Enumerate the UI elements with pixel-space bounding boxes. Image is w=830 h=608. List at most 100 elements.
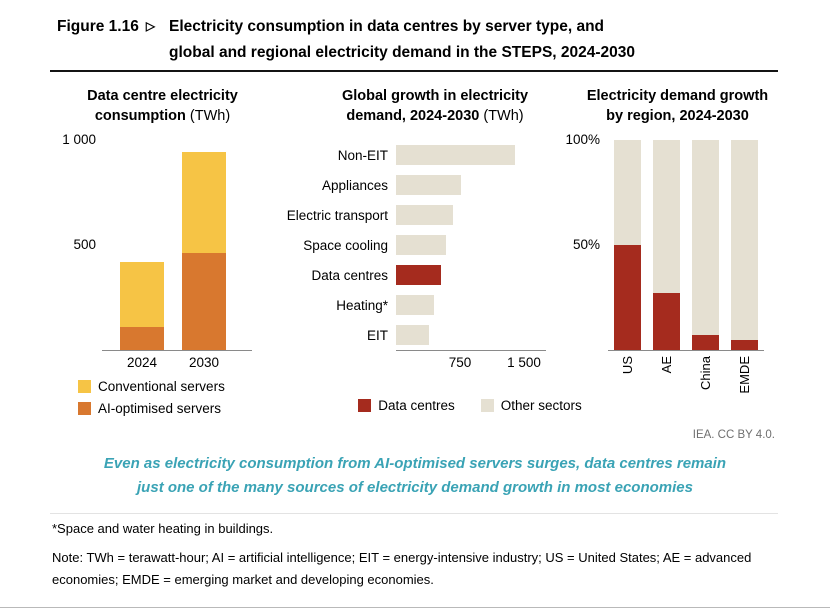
column-segment-data-centres <box>653 293 680 350</box>
panel-title-line: demand, 2024-2030 (TWh) <box>346 108 524 124</box>
header-rule <box>50 70 778 72</box>
stacked-column-US <box>614 140 641 350</box>
hbar-row: Data centres <box>270 260 546 290</box>
stacked-column-China <box>692 140 719 350</box>
chart3-x-axis: US AE China EMDE <box>608 356 764 410</box>
figure-arrow-icon: ▷ <box>145 19 156 33</box>
stacked-column-EMDE <box>731 140 758 350</box>
column-segment-other-sectors <box>692 140 719 336</box>
key-message-line1: Even as electricity consumption from AI-… <box>103 455 727 472</box>
y-tick-label: 50% <box>572 237 600 252</box>
hbar-row: Electric transport <box>270 200 546 230</box>
stacked-bar-2024 <box>120 261 164 350</box>
legend-item: Other sectors <box>480 394 582 416</box>
x-tick-label-text: AE <box>659 356 674 374</box>
panel-title-line: Electricity demand growth <box>586 88 769 104</box>
hbar-highlight <box>396 265 442 285</box>
chart2-plot: Non-EIT Appliances Electric transport Space… <box>270 140 546 350</box>
legend-swatch <box>78 401 91 415</box>
legend-item: Data centres <box>358 394 455 416</box>
column-segment-other-sectors <box>653 140 680 294</box>
chart1-y-axis: 1 000 500 <box>44 132 96 350</box>
category-label: EIT <box>366 327 388 343</box>
stacked-column-AE <box>653 140 680 350</box>
hbar-row: Appliances <box>270 170 546 200</box>
x-tick-label: AE <box>653 356 680 410</box>
legend-swatch <box>358 398 372 412</box>
shared-legend: Data centres Other sectors <box>330 394 610 416</box>
category-label: Electric transport <box>286 207 388 223</box>
x-tick-label: EMDE <box>731 356 758 410</box>
footnote-note: Note: TWh = terawatt-hour; AI = artifici… <box>52 550 752 587</box>
chart1-x-axis: 2024 2030 <box>102 355 252 373</box>
figure-title-line2: global and regional electricity demand i… <box>169 44 636 61</box>
legend-label: AI-optimised servers <box>98 400 222 416</box>
hbar-row: EIT <box>270 320 546 350</box>
x-tick-label: 1 500 <box>507 355 541 370</box>
panel-title-line: consumption (TWh) <box>94 108 231 124</box>
hbar <box>396 325 430 345</box>
panel-title-unit: (TWh) <box>483 108 524 124</box>
legend-item: Conventional servers <box>78 375 225 397</box>
legend-swatch <box>480 398 494 412</box>
credit-text: IEA. CC BY 4.0. <box>692 429 775 441</box>
hbar-row: Heating* <box>270 290 546 320</box>
figure-label: Figure 1.16 ▷ <box>57 14 169 66</box>
x-tick-label-text: US <box>620 356 635 375</box>
hbar <box>396 295 435 315</box>
category-label: Non-EIT <box>337 147 388 163</box>
y-tick-label: 500 <box>73 237 96 252</box>
column-segment-data-centres <box>731 339 758 350</box>
x-tick-label: 2030 <box>188 355 220 370</box>
chart1-title: Data centre electricity consumption (TWh) <box>55 86 270 126</box>
x-tick-label: 750 <box>448 355 472 370</box>
stacked-bar-2030 <box>182 151 226 350</box>
x-tick-label-text: EMDE <box>737 356 752 394</box>
figure-header: Figure 1.16 ▷ Electricity consumption in … <box>57 14 778 66</box>
bar-segment-ai-optimised-servers <box>182 253 226 350</box>
figure-title: Electricity consumption in data centres … <box>169 14 635 66</box>
chart3-y-axis: 100% 50% <box>548 132 600 350</box>
x-tick-label: China <box>692 356 719 410</box>
hbar <box>396 205 454 225</box>
column-segment-other-sectors <box>731 140 758 340</box>
panel-title-line: Global growth in electricity <box>341 88 529 104</box>
x-tick-label: US <box>614 356 641 410</box>
chart3-title: Electricity demand growth by region, 2024… <box>570 86 785 126</box>
legend-swatch <box>78 379 91 393</box>
y-tick-label: 100% <box>565 132 600 147</box>
legend-label: Other sectors <box>500 397 582 413</box>
category-label: Heating* <box>336 297 388 313</box>
chart2-x-axis: 750 1 500 <box>396 350 546 371</box>
chart2-title: Global growth in electricity demand, 2024… <box>320 86 550 126</box>
panel-title-line: Data centre electricity <box>87 88 238 104</box>
category-label: Appliances <box>321 177 388 193</box>
column-segment-data-centres <box>614 245 641 350</box>
legend-item: AI-optimised servers <box>78 397 225 419</box>
figure-title-line1: Electricity consumption in data centres … <box>169 18 604 35</box>
legend-label: Data centres <box>378 397 455 413</box>
x-tick-label-text: China <box>698 356 713 390</box>
chart1-plot <box>102 140 252 351</box>
footnote-asterisk: *Space and water heating in buildings. <box>52 521 274 536</box>
bar-segment-conventional-servers <box>182 151 226 254</box>
key-message-line2: just one of the many sources of electric… <box>137 479 693 496</box>
bar-segment-conventional-servers <box>120 261 164 327</box>
hbar-row: Non-EIT <box>270 140 546 170</box>
hbar <box>396 235 447 255</box>
chart3-plot <box>608 140 764 351</box>
hbar <box>396 145 516 165</box>
column-segment-other-sectors <box>614 140 641 245</box>
figure-number: Figure 1.16 <box>57 18 139 35</box>
column-segment-data-centres <box>692 335 719 350</box>
category-label: Space cooling <box>303 237 388 253</box>
hbar <box>396 175 461 195</box>
key-message: Even as electricity consumption from AI-… <box>0 452 830 500</box>
chart1-legend: Conventional servers AI-optimised servers <box>78 375 225 419</box>
hbar-row: Space cooling <box>270 230 546 260</box>
panel-title-line: by region, 2024-2030 <box>606 108 749 124</box>
footnote-rule <box>50 513 778 514</box>
category-label: Data centres <box>311 267 388 283</box>
bar-segment-ai-optimised-servers <box>120 326 164 350</box>
